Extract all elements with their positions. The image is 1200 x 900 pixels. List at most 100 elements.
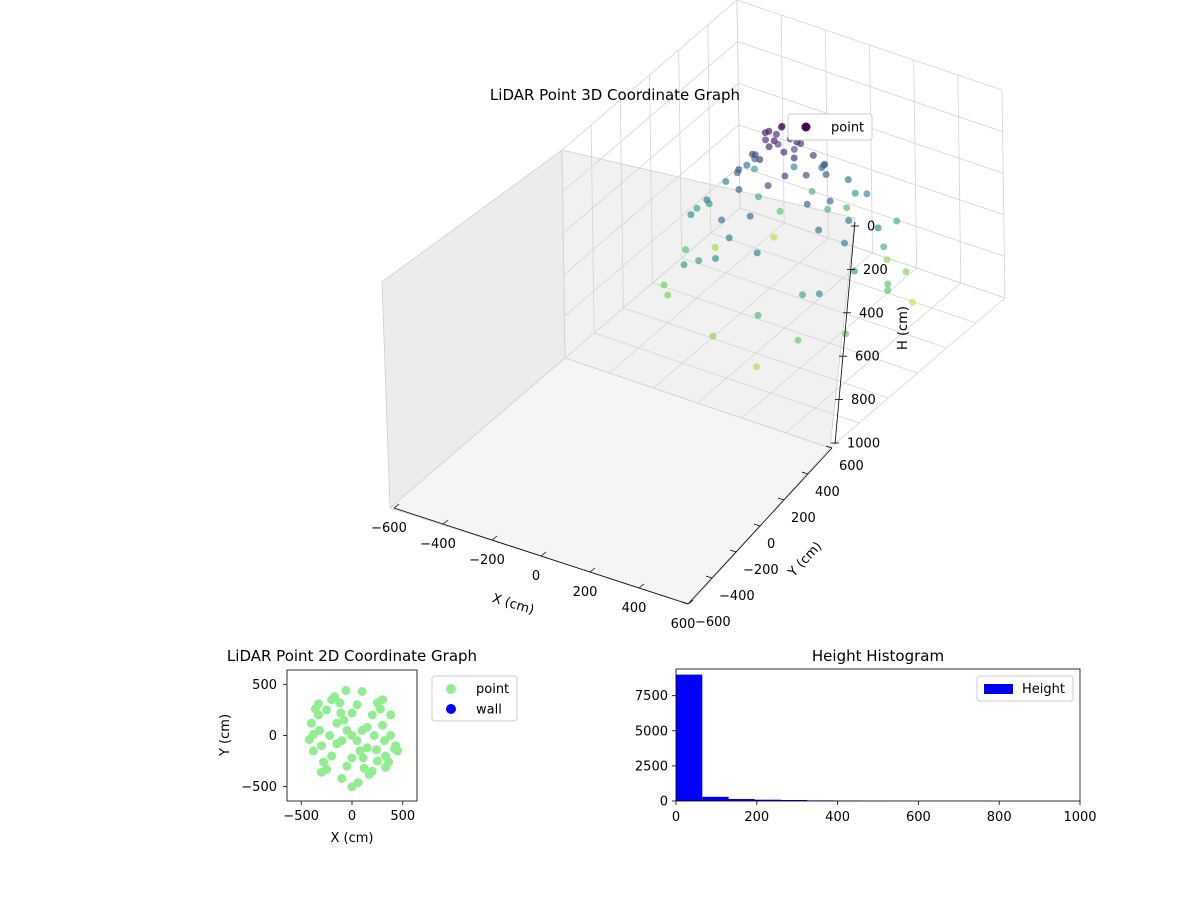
histogram-bar	[728, 799, 755, 801]
z-tick-label: 800	[851, 393, 876, 408]
lidar-point-3d	[841, 239, 848, 247]
lidar-point-3d	[850, 267, 858, 275]
z-tick-label: 200	[863, 263, 888, 278]
lidar-point-3d	[824, 205, 832, 213]
legend-hist: Height	[976, 675, 1074, 702]
lidar-point-3d	[874, 224, 882, 232]
legend-marker-point-2d	[446, 684, 456, 694]
z-tick-label: 400	[859, 306, 884, 321]
lidar-point-2d	[322, 705, 332, 715]
grid-left-y	[561, 149, 566, 359]
x-tick-mark	[393, 503, 400, 509]
lidar-point-2d	[308, 730, 318, 739]
y-tick-label-hist: 0	[660, 795, 668, 810]
lidar-point-3d	[770, 233, 778, 241]
lidar-point-3d	[774, 140, 782, 148]
3d-point-cloud	[660, 120, 916, 371]
chart-title-2d: LiDAR Point 2D Coordinate Graph	[227, 647, 477, 665]
lidar-point-3d	[815, 226, 823, 234]
grid-left-h	[563, 124, 740, 276]
legend-marker-wall	[446, 704, 456, 714]
lidar-point-3d	[780, 148, 788, 156]
lidar-point-2d	[391, 741, 401, 751]
grid-left-h	[564, 207, 741, 359]
lidar-point-3d	[695, 257, 703, 265]
grid-floor-y	[681, 257, 947, 349]
y-tick-mark	[801, 471, 809, 475]
lidar-point-2d	[378, 720, 387, 730]
lidar-point-2d	[358, 753, 368, 763]
lidar-point-2d	[362, 743, 372, 753]
lidar-point-2d	[364, 769, 374, 779]
lidar-point-2d	[314, 699, 323, 709]
2d-point-cloud	[304, 686, 403, 792]
lidar-point-3d	[790, 154, 798, 162]
lidar-point-2d	[330, 692, 340, 702]
grid-left-h	[562, 82, 739, 234]
2d-scatter-plot: LiDAR Point 2D Coordinate Graph −500 0 500…	[218, 647, 518, 846]
lidar-point-3d	[842, 330, 850, 338]
lidar-point-2d	[362, 722, 372, 732]
grid-left-y	[678, 49, 683, 259]
lidar-point-3d	[718, 216, 726, 224]
x-axis-label-2d: X (cm)	[331, 831, 374, 846]
lidar-point-3d	[815, 290, 823, 298]
x-tick-mark	[540, 551, 547, 557]
grid-back-x	[1001, 89, 1006, 299]
lidar-point-3d	[884, 280, 892, 288]
legend-label-point-3d: point	[831, 121, 864, 136]
lidar-point-3d	[799, 291, 806, 299]
lidar-point-3d	[797, 140, 805, 147]
lidar-point-3d	[863, 190, 871, 198]
grid-left-h	[564, 166, 740, 317]
lidar-point-3d	[818, 164, 826, 172]
y-tick-label-hist: 5000	[635, 724, 668, 739]
x-axis-label-3d: X (cm)	[490, 591, 536, 618]
y-tick-mark	[681, 601, 689, 605]
legend-label-height: Height	[1022, 682, 1065, 697]
lidar-point-2d	[341, 686, 351, 695]
z-tick-label: 600	[855, 350, 880, 365]
x-tick-label-hist: 600	[906, 810, 931, 825]
lidar-point-3d	[751, 155, 759, 163]
lidar-point-3d	[762, 136, 769, 144]
lidar-point-2d	[337, 774, 347, 783]
lidar-point-2d	[325, 731, 335, 740]
2d-tick-labels: −500 0 500 −500 0 500	[241, 678, 415, 824]
lidar-point-2d	[372, 756, 382, 766]
x-tick-mark	[442, 519, 449, 525]
histogram-bar	[676, 674, 703, 801]
y-tick-label-2d: 500	[252, 678, 277, 693]
x-tick-label-2d: 500	[390, 809, 415, 824]
grid-back-h	[739, 207, 1006, 299]
lidar-point-2d	[342, 725, 352, 735]
grid-left-y	[619, 99, 624, 309]
lidar-point-3d	[664, 291, 672, 299]
lidar-point-2d	[339, 715, 349, 725]
lidar-point-2d	[308, 746, 318, 756]
y-tick-label-2d: 0	[269, 729, 277, 744]
lidar-point-3d	[884, 286, 892, 294]
grid-floor-y	[652, 282, 918, 374]
lidar-point-3d	[893, 217, 901, 225]
lidar-point-3d	[808, 187, 816, 195]
lidar-point-2d	[319, 757, 329, 767]
grid-back-x	[780, 14, 785, 224]
histogram-bar	[754, 799, 782, 801]
y-tick-label-hist: 7500	[635, 689, 668, 704]
lidar-point-3d	[761, 129, 769, 137]
y-tick-mark	[753, 523, 761, 527]
lidar-point-3d	[880, 243, 888, 251]
lidar-point-2d	[357, 687, 367, 696]
lidar-point-2d	[369, 731, 379, 740]
y-tick-mark	[729, 549, 737, 553]
x-tick-label: 600	[671, 617, 696, 632]
lidar-point-3d	[781, 172, 789, 180]
grid-left-h	[561, 0, 738, 151]
lidar-point-3d	[680, 261, 688, 269]
z-tick-label: 1000	[847, 437, 880, 452]
grid-left-y	[590, 124, 595, 334]
grid-left-y	[649, 74, 653, 284]
lidar-point-3d	[743, 161, 751, 169]
grid-left-y	[707, 24, 712, 234]
